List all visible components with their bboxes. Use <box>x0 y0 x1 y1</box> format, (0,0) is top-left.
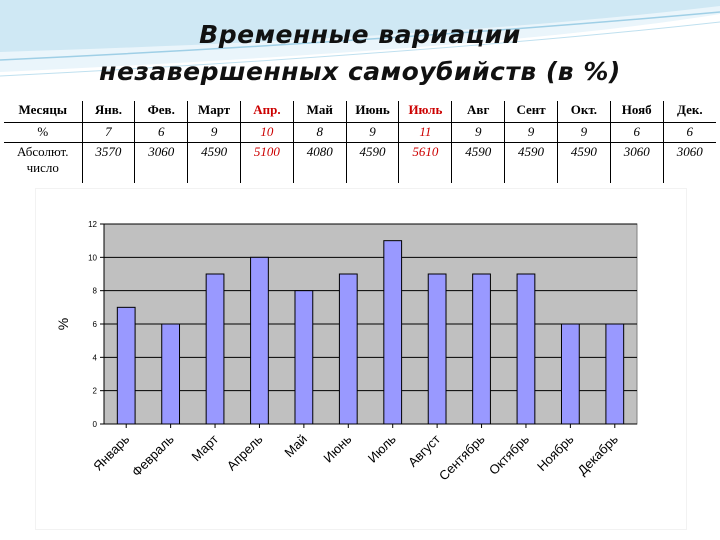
y-tick-label: 4 <box>93 353 98 362</box>
header-cell: Дек. <box>662 101 716 123</box>
table-cell: 4590 <box>345 142 399 183</box>
bar <box>205 273 225 425</box>
x-category-label: Январь <box>90 431 132 473</box>
row-label: % <box>4 122 82 143</box>
table-cell: 4080 <box>292 142 347 183</box>
bar <box>250 256 269 425</box>
bar <box>338 273 358 425</box>
bar <box>472 273 491 425</box>
x-category-label: Март <box>189 431 222 464</box>
table-cell: 9 <box>187 122 241 143</box>
header-cell: Авг <box>451 101 505 123</box>
table-cell: 9 <box>504 122 558 143</box>
y-tick-label: 0 <box>93 420 98 429</box>
table-cell: 4590 <box>556 142 611 183</box>
monthly-data-table: Месяцы Янв. Фев. Март Апр. Май Июнь Июль… <box>4 101 716 183</box>
table-cell: 4590 <box>451 142 505 183</box>
bar <box>516 273 536 425</box>
y-tick-label: 12 <box>88 220 97 229</box>
table-cell: 5100 <box>239 142 294 183</box>
bar <box>560 323 580 425</box>
chart-container: 0 2 4 6 8 10 12 Январь Февраль Март Апрель Май Июнь И… <box>35 188 687 530</box>
x-category-label: Июнь <box>320 431 354 465</box>
header-cell: Июль <box>398 101 452 123</box>
title-line-2: незавершенных самоубийств (в %) <box>99 57 621 86</box>
header-cell: Апр. <box>239 101 294 123</box>
header-cell: Июнь <box>345 101 399 123</box>
header-cell: Окт. <box>556 101 611 123</box>
y-tick-label: 6 <box>93 320 98 329</box>
table-row-absolute: Абсолют. число 3570 3060 4590 5100 4080 … <box>4 142 716 183</box>
x-category-label: Октябрь <box>486 431 532 477</box>
table-row-percent: % 7 6 9 10 8 9 11 9 9 9 6 6 <box>4 122 716 143</box>
x-category-label: Ноябрь <box>534 431 577 474</box>
table-cell: 4590 <box>504 142 558 183</box>
header-cell: Сент <box>504 101 558 123</box>
header-cell: Нояб <box>609 101 664 123</box>
table-cell: 11 <box>398 122 452 143</box>
table-cell: 6 <box>609 122 664 143</box>
table-cell: 3060 <box>662 142 716 183</box>
table-cell: 6 <box>134 122 188 143</box>
row-label: Абсолют. число <box>4 142 82 183</box>
bar <box>427 273 447 425</box>
header-cell: Фев. <box>134 101 188 123</box>
bar <box>383 240 403 425</box>
table-cell: 9 <box>345 122 399 143</box>
table-cell: 5610 <box>398 142 452 183</box>
page-title: Временные вариации незавершенных самоуби… <box>0 16 720 90</box>
row-label-line: Абсолют. <box>17 144 69 159</box>
y-tick-label: 8 <box>93 287 98 296</box>
y-tick-label: 2 <box>93 387 98 396</box>
table-cell: 4590 <box>187 142 241 183</box>
bar <box>605 323 625 425</box>
header-cell: Янв. <box>81 101 135 123</box>
table-cell: 9 <box>556 122 611 143</box>
x-category-label: Август <box>405 431 443 469</box>
bar <box>161 323 181 425</box>
x-category-label: Май <box>281 432 310 461</box>
table-cell: 10 <box>239 122 294 143</box>
x-category-label: Февраль <box>129 431 177 479</box>
row-label-line: число <box>26 160 59 175</box>
bar <box>116 306 136 425</box>
table-cell: 8 <box>292 122 347 143</box>
y-tick-label: 10 <box>88 253 97 262</box>
x-category-label: Декабрь <box>574 431 621 478</box>
table-header-row: Месяцы Янв. Фев. Март Апр. Май Июнь Июль… <box>4 101 716 123</box>
x-category-label: Июль <box>365 431 399 465</box>
table-cell: 3570 <box>81 142 135 183</box>
x-category-label: Сентябрь <box>436 431 488 483</box>
table-cell: 3060 <box>134 142 188 183</box>
x-category-label: Апрель <box>224 431 266 473</box>
table-cell: 3060 <box>609 142 664 183</box>
y-axis-label: % <box>55 318 71 330</box>
header-cell: Март <box>187 101 241 123</box>
header-cell: Месяцы <box>18 102 67 117</box>
table-cell: 6 <box>662 122 716 143</box>
table-cell: 9 <box>451 122 505 143</box>
decorative-wave <box>0 0 720 77</box>
bar <box>294 290 314 425</box>
table-cell: 7 <box>81 122 135 143</box>
header-cell: Май <box>292 101 347 123</box>
title-line-1: Временные вариации <box>199 20 521 49</box>
